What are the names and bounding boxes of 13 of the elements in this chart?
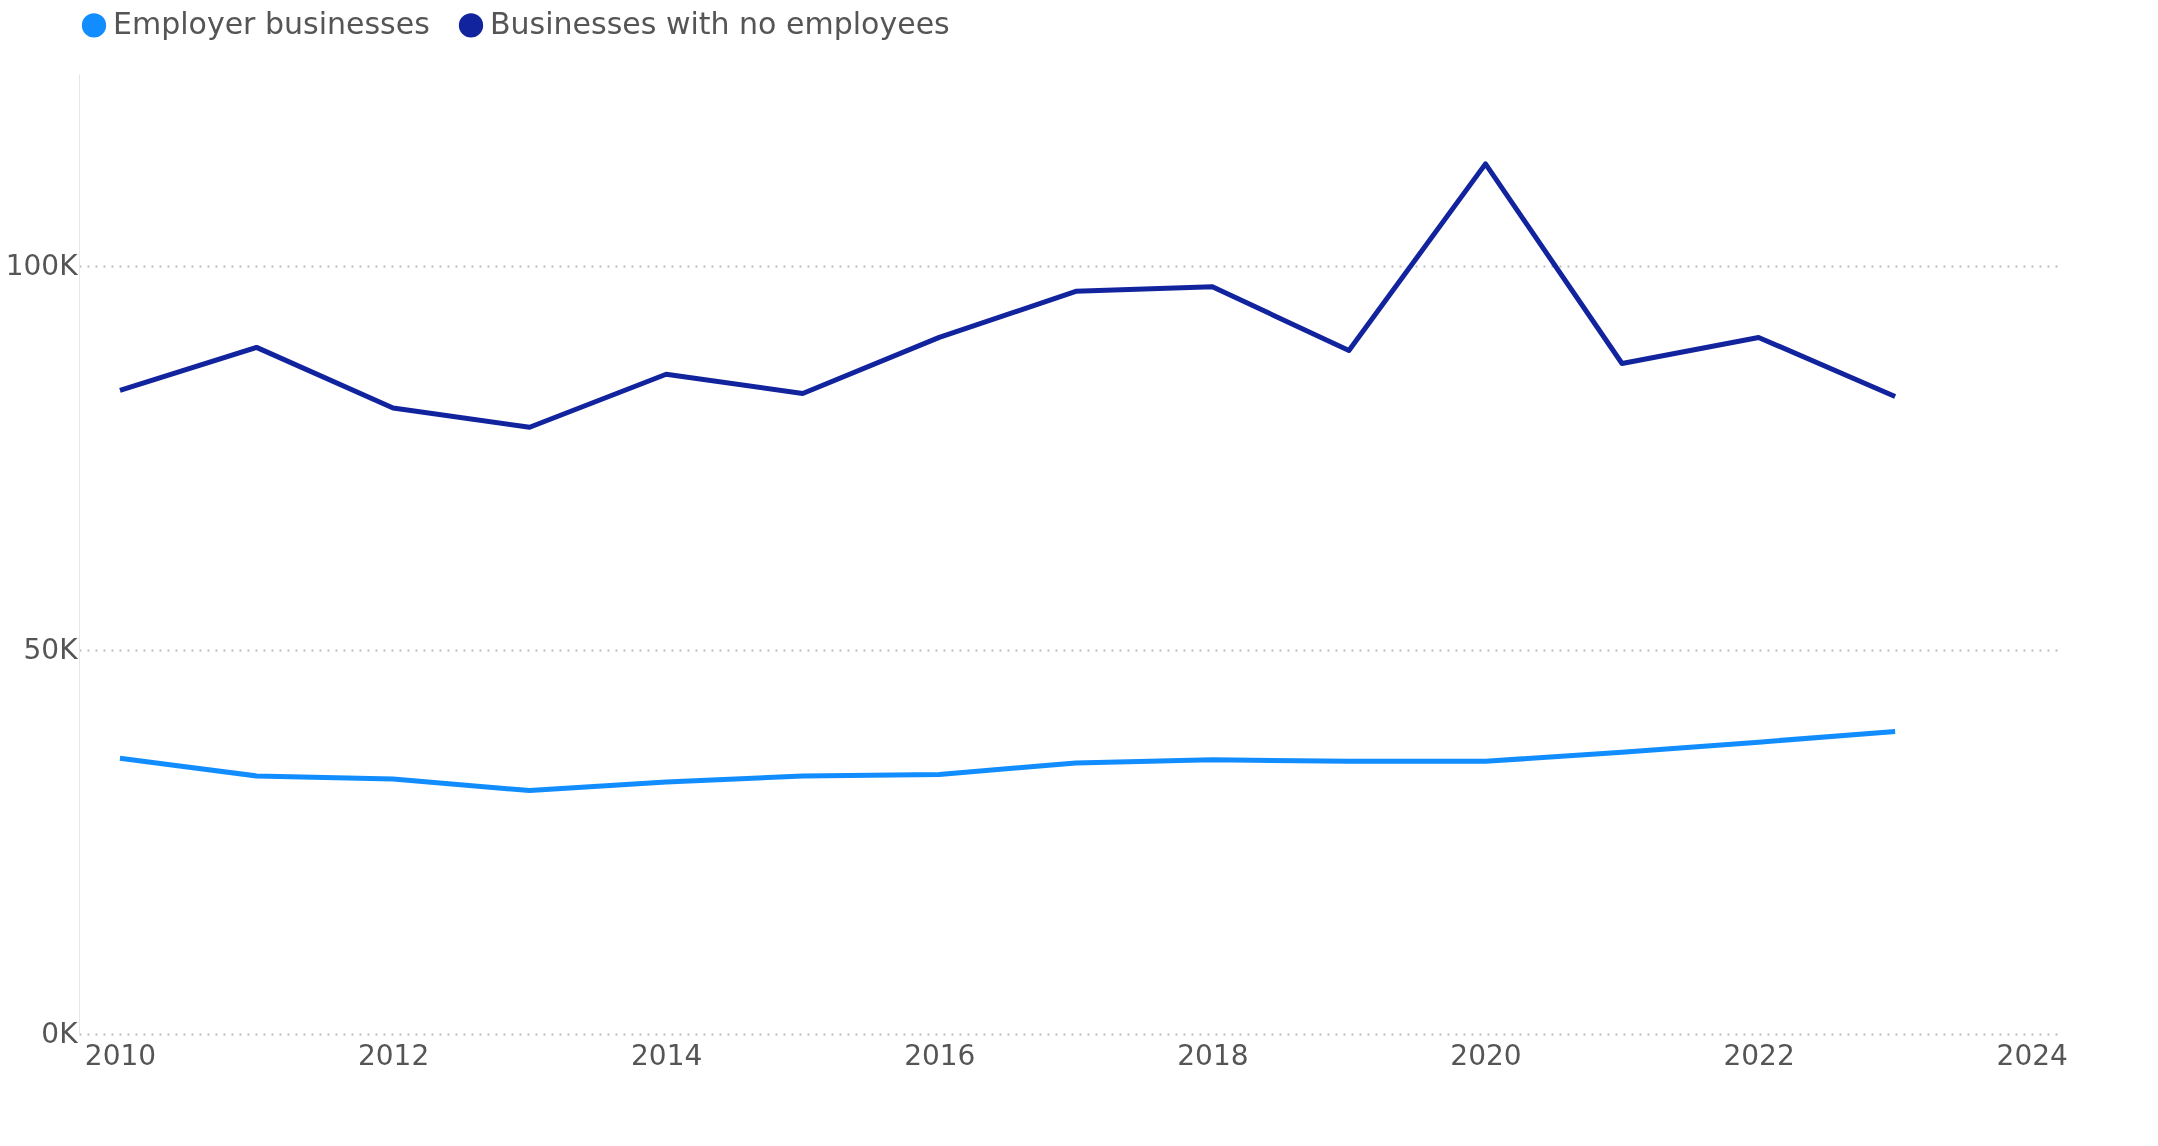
x-tick-label: 2020: [1450, 1038, 1522, 1072]
x-tick-label: 2024: [1996, 1038, 2068, 1072]
x-tick-label: 2010: [84, 1038, 157, 1072]
x-tick-label: 2018: [1177, 1038, 1249, 1072]
y-tick-label: 100K: [5, 248, 79, 282]
x-tick-label: 2016: [904, 1038, 976, 1072]
legend-label: Employer businesses: [113, 6, 430, 42]
x-tick-label: 2022: [1723, 1038, 1795, 1072]
x-tick-label: 2014: [631, 1038, 703, 1072]
y-tick-label: 0K: [41, 1016, 79, 1050]
y-tick-label: 50K: [23, 632, 79, 666]
legend-label: Businesses with no employees: [490, 6, 950, 42]
x-tick-label: 2012: [357, 1038, 430, 1072]
